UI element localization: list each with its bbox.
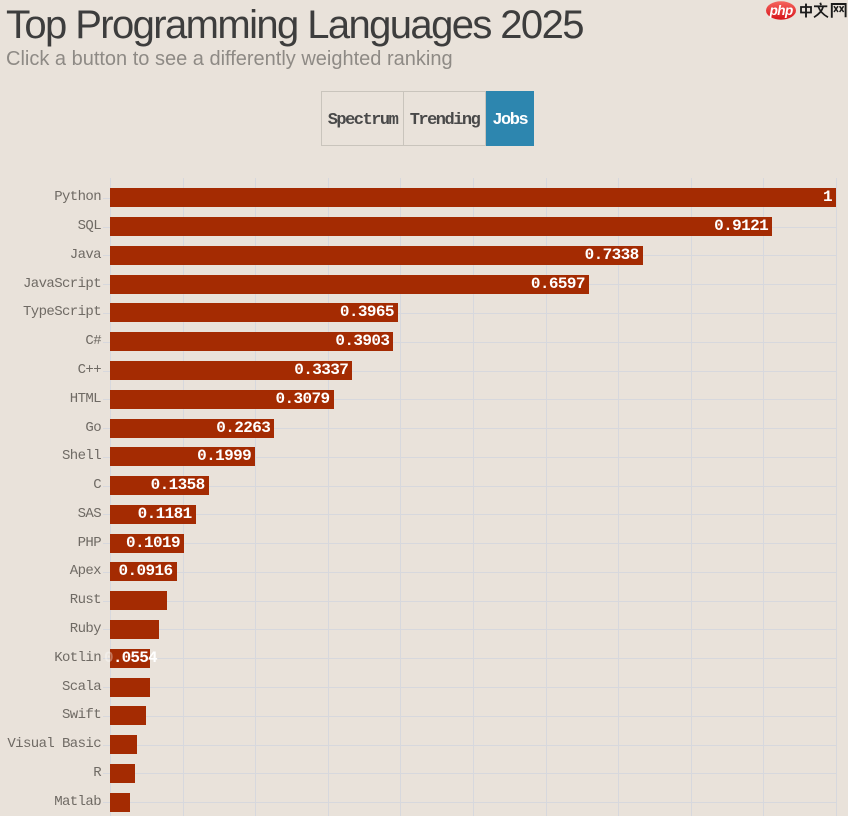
svg-text:php: php — [769, 3, 793, 18]
